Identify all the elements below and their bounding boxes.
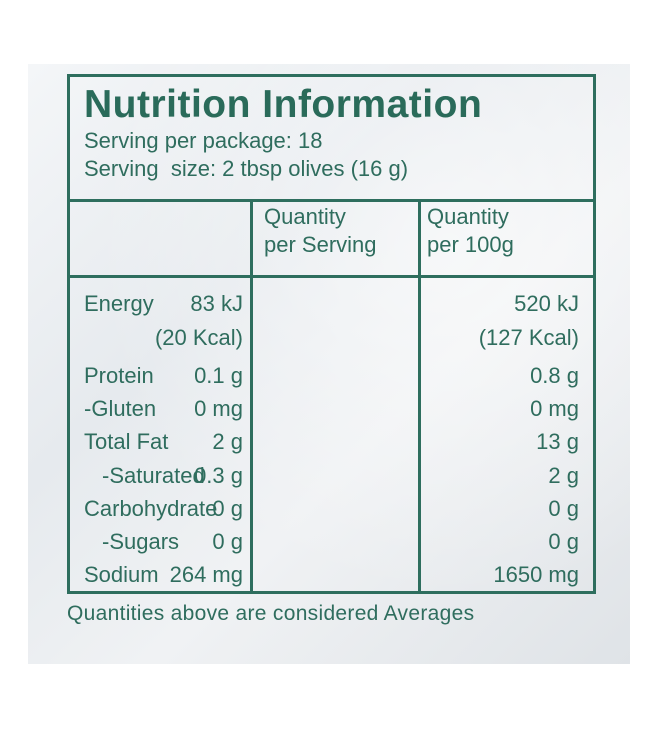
serving-size: Serving size: 2 tbsp olives (16 g) <box>84 156 409 181</box>
servings-per-package: Serving per package: 18 <box>84 128 323 153</box>
value-per-serving: 0 mg <box>194 396 243 421</box>
nutrient-name: -Saturated <box>102 463 205 488</box>
value-per-100g: 0 g <box>548 529 579 554</box>
nutrient-name: Sodium <box>84 562 159 587</box>
value-per-100g: 2 g <box>548 463 579 488</box>
column-header-line: Quantity <box>427 204 509 229</box>
table-row: Total Fat 2 g 13 g <box>70 427 593 457</box>
column-header-line: per Serving <box>264 232 377 257</box>
nutrient-name: Energy <box>84 291 154 316</box>
package-surface: Nutrition Information Serving per packag… <box>28 64 630 664</box>
table-row: (20 Kcal) (127 Kcal) <box>70 323 593 353</box>
value-per-100g: 1650 mg <box>493 562 579 587</box>
value-per-100g: (127 Kcal) <box>478 325 579 350</box>
nutrition-panel: Nutrition Information Serving per packag… <box>67 74 596 594</box>
value-per-serving: 83 kJ <box>190 291 243 316</box>
nutrient-name: Total Fat <box>84 429 169 454</box>
nutrient-name: -Sugars <box>102 529 180 554</box>
column-divider <box>250 199 253 591</box>
value-per-100g: 0 mg <box>530 396 579 421</box>
column-header-per-100g: Quantity per 100g <box>427 203 514 259</box>
table-row: -Gluten 0 mg 0 mg <box>70 394 593 424</box>
nutrient-name: -Gluten <box>84 396 157 421</box>
header-divider <box>70 275 593 278</box>
value-per-serving: (20 Kcal) <box>154 325 243 350</box>
column-divider <box>418 199 421 591</box>
column-header-line: per 100g <box>427 232 514 257</box>
table-row: -Sugars 0 g 0 g <box>70 527 593 557</box>
panel-header: Nutrition Information Serving per packag… <box>70 77 593 202</box>
value-per-serving: 0 g <box>212 496 243 521</box>
value-per-serving: 2 g <box>212 429 243 454</box>
value-per-100g: 0 g <box>548 496 579 521</box>
table-row: Sodium 264 mg 1650 mg <box>70 560 593 590</box>
nutrient-name: Protein <box>84 363 154 388</box>
nutrient-name: Carbohydrate <box>84 496 218 521</box>
value-per-100g: 520 kJ <box>514 291 579 316</box>
value-per-100g: 0.8 g <box>530 363 579 388</box>
value-per-serving: 0 g <box>212 529 243 554</box>
value-per-serving: 0.3 g <box>194 463 243 488</box>
table-row: Protein 0.1 g 0.8 g <box>70 361 593 391</box>
column-header-per-serving: Quantity per Serving <box>264 203 377 259</box>
value-per-100g: 13 g <box>536 429 579 454</box>
value-per-serving: 0.1 g <box>194 363 243 388</box>
table-row: -Saturated 0.3 g 2 g <box>70 461 593 491</box>
value-per-serving: 264 mg <box>169 562 243 587</box>
column-header-line: Quantity <box>264 204 346 229</box>
table-row: Energy 83 kJ 520 kJ <box>70 289 593 319</box>
table-row: Carbohydrate 0 g 0 g <box>70 494 593 524</box>
averages-footnote: Quantities above are considered Averages <box>67 602 475 625</box>
nutrition-table: Quantity per Serving Quantity per 100g E… <box>70 199 593 591</box>
panel-title: Nutrition Information <box>84 83 483 126</box>
